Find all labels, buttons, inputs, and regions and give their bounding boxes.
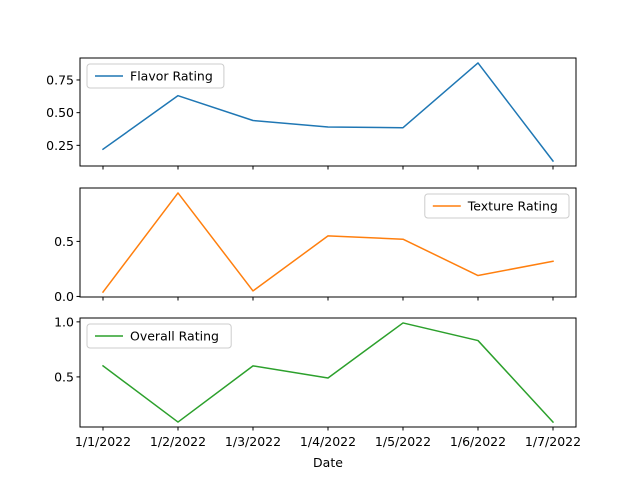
subplot-1: 0.25 0.50 0.75 Flavor Rating [46,57,577,170]
y-tick-label: 1.0 [54,314,74,329]
y-tick-label: 0.5 [54,369,74,384]
legend-label: Flavor Rating [130,69,213,84]
subplot-3: 0.5 1.0 1/1/2022 1/2/2022 1/3/2022 1/4/2022 1/… [54,314,581,449]
y-tick-label: 0.50 [46,105,74,120]
y-tick-label: 0.0 [54,289,74,304]
y-tick-label: 0.75 [46,72,74,87]
x-tick-label: 1/1/2022 [75,434,131,449]
x-tick-label: 1/2/2022 [150,434,206,449]
subplot-2: 0.0 0.5 Texture Rating [54,187,577,304]
legend: Overall Rating [86,323,232,349]
y-tick-label: 0.25 [46,138,74,153]
x-tick-label: 1/5/2022 [375,434,431,449]
x-tick-label: 1/6/2022 [450,434,506,449]
legend-box [86,323,232,349]
legend: Texture Rating [424,193,570,219]
legend-box [424,193,570,219]
legend-box [86,63,225,89]
x-tick-label: 1/3/2022 [225,434,281,449]
legend: Flavor Rating [86,63,225,89]
y-tick-label: 0.5 [54,234,74,249]
legend-label: Overall Rating [130,329,219,344]
x-axis-label: Date [313,455,343,470]
x-tick-label: 1/4/2022 [300,434,356,449]
x-tick-label: 1/7/2022 [525,434,581,449]
legend-label: Texture Rating [467,199,558,214]
